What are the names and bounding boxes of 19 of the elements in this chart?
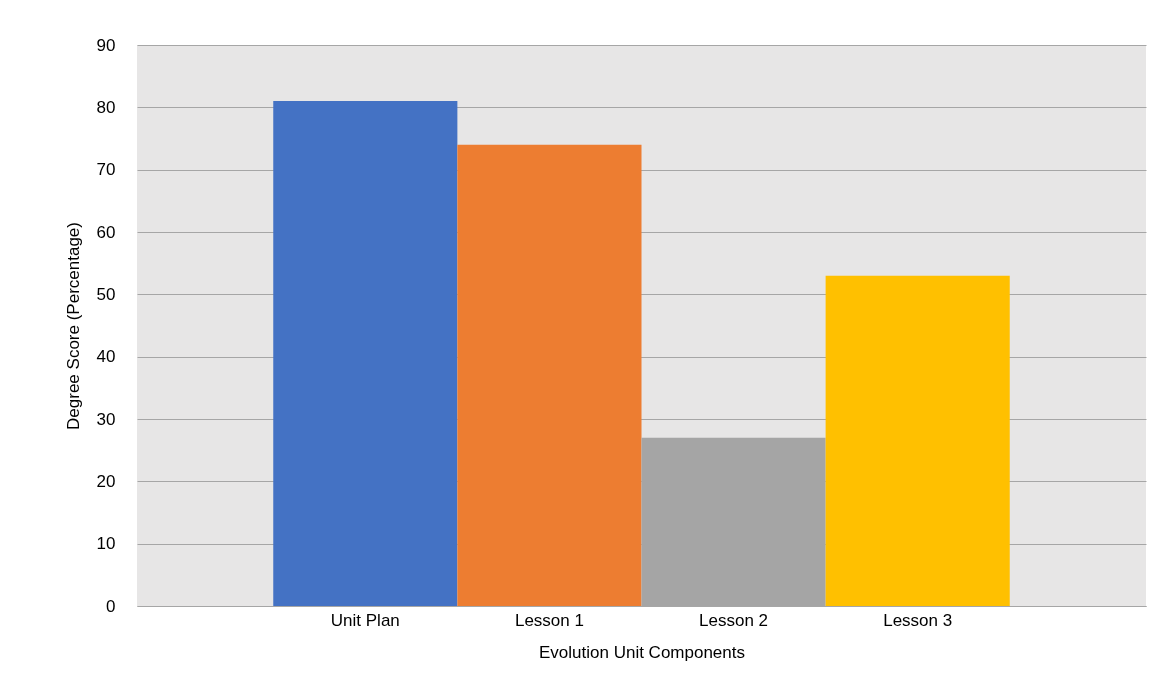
y-tick-label: 10 (96, 534, 116, 554)
bar (825, 275, 1010, 606)
y-tick-label: 70 (96, 160, 116, 180)
y-tick-label: 30 (96, 409, 116, 429)
x-tick-label: Lesson 1 (514, 610, 584, 630)
y-tick-label: 0 (106, 596, 116, 616)
y-tick-label: 50 (96, 284, 116, 304)
y-tick-label: 80 (96, 97, 116, 117)
x-tick-label: Lesson 2 (699, 610, 769, 630)
x-tick-label: Unit Plan (330, 610, 400, 630)
y-axis-title: Degree Score (Percentage) (63, 222, 83, 430)
x-axis-title: Evolution Unit Components (538, 642, 746, 662)
x-tick-label: Lesson 3 (883, 610, 953, 630)
bar (273, 101, 458, 606)
bar (457, 144, 642, 606)
y-tick-label: 90 (96, 35, 116, 55)
y-tick-label: 20 (96, 471, 116, 491)
y-tick-label: 60 (96, 222, 116, 242)
y-tick-label: 40 (96, 347, 116, 367)
